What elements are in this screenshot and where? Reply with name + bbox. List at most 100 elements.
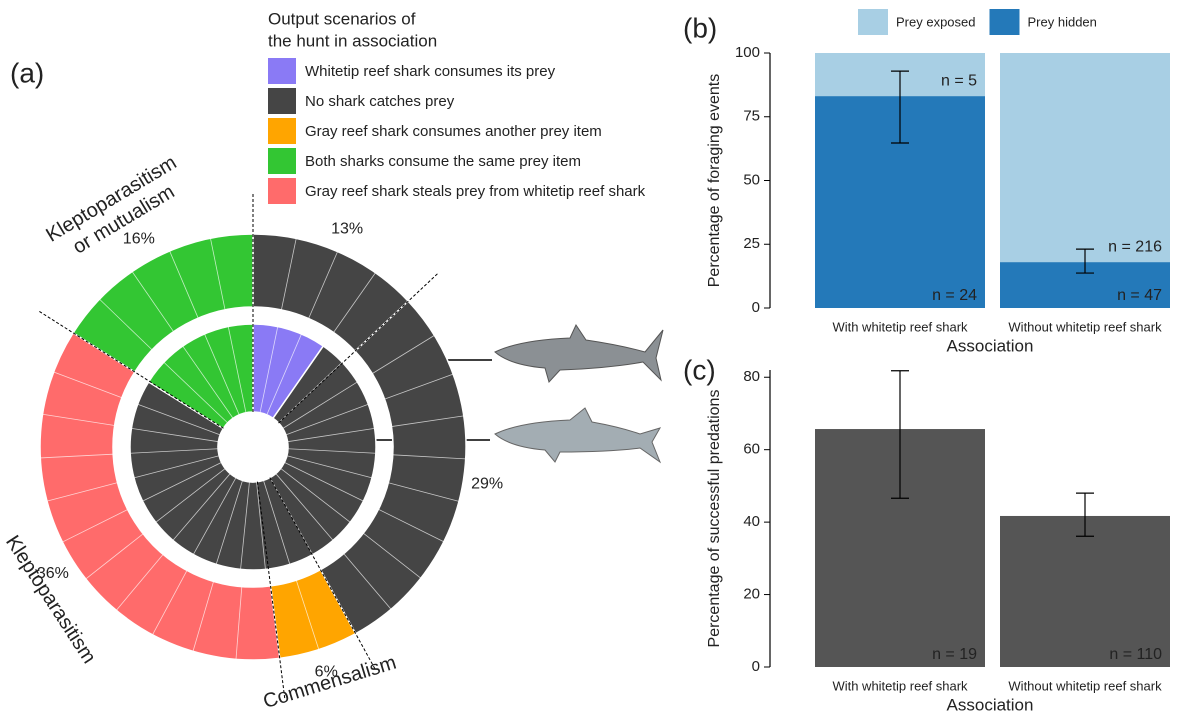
event-divider [280, 238, 297, 310]
panel-label: (a) [10, 57, 44, 88]
event-divider [172, 473, 231, 541]
boundary-line [256, 481, 286, 701]
bar [1000, 515, 1170, 667]
event-divider [266, 333, 302, 415]
event-divider [182, 345, 234, 419]
legend-label: No shark catches prey [305, 93, 455, 110]
event-divider [215, 480, 243, 565]
y-tick-label: 100 [735, 44, 760, 61]
x-tick-label: Without whitetip reef shark [1008, 678, 1162, 693]
event-divider [169, 250, 199, 319]
event-divider [256, 481, 266, 570]
percent-label: 36% [37, 565, 69, 582]
legend-label: Both sharks consume the same prey item [305, 153, 581, 170]
legend-swatch [858, 9, 888, 35]
event-divider [131, 427, 219, 443]
event-divider [235, 586, 243, 660]
y-tick-label: 0 [752, 658, 760, 675]
x-axis-label: Association [947, 336, 1034, 355]
event-divider [46, 482, 118, 502]
y-tick-label: 20 [743, 586, 760, 603]
event-divider [192, 477, 237, 555]
n-label: n = 24 [932, 287, 977, 304]
ring-slice [147, 323, 254, 430]
event-divider [192, 581, 214, 652]
event-divider [384, 373, 454, 400]
n-label: n = 110 [1109, 646, 1162, 663]
legend-label: Prey exposed [896, 14, 976, 29]
percent-label: 13% [331, 221, 363, 238]
event-divider [282, 381, 358, 429]
y-tick-label: 60 [743, 441, 760, 458]
event-divider [343, 553, 392, 610]
event-divider [62, 509, 128, 543]
event-divider [99, 298, 153, 351]
panel-label: (b) [683, 12, 717, 43]
event-divider [378, 508, 444, 543]
legend-label: Gray reef shark consumes another prey it… [305, 123, 602, 140]
boundary-line [278, 272, 440, 424]
ring-slice [39, 331, 281, 661]
event-divider [137, 403, 221, 436]
event-divider [259, 326, 279, 413]
event-divider [263, 480, 291, 565]
event-divider [142, 462, 222, 502]
percent-label: 6% [315, 664, 338, 681]
event-divider [204, 333, 240, 415]
n-label: n = 19 [932, 646, 977, 663]
boundary-line [37, 309, 224, 429]
legend-title: Output scenarios of [268, 9, 416, 28]
event-divider [131, 271, 174, 332]
event-divider [115, 554, 164, 611]
event-divider [210, 238, 226, 310]
event-divider [372, 335, 435, 374]
y-tick-label: 75 [743, 108, 760, 125]
event-divider [53, 371, 123, 399]
panel-label: (c) [683, 354, 716, 385]
x-tick-label: With whitetip reef shark [832, 319, 968, 334]
event-divider [163, 361, 228, 424]
percent-label: 29% [471, 475, 503, 492]
event-divider [240, 481, 250, 570]
event-divider [295, 580, 320, 650]
percent-label: 16% [123, 231, 155, 248]
shark-illustration [494, 323, 664, 383]
event-divider [285, 403, 369, 436]
error-bar [891, 370, 909, 499]
x-axis-label: Association [947, 695, 1034, 714]
y-tick-label: 25 [743, 235, 760, 252]
legend-swatch [268, 58, 296, 84]
x-tick-label: Without whitetip reef shark [1008, 319, 1162, 334]
event-divider [269, 477, 314, 555]
ring-slice [319, 300, 467, 635]
event-divider [42, 413, 115, 426]
x-tick-label: With whitetip reef shark [832, 678, 968, 693]
event-divider [363, 532, 422, 579]
legend-label: Whitetip reef shark consumes its prey [305, 63, 556, 80]
event-divider [133, 455, 220, 479]
n-label: n = 216 [1108, 238, 1162, 255]
event-divider [388, 482, 460, 502]
y-tick-label: 0 [752, 299, 760, 316]
event-divider [287, 448, 376, 454]
n-label: n = 47 [1117, 287, 1162, 304]
annotation: Commensalism [261, 652, 399, 713]
event-divider [286, 455, 373, 479]
event-divider [308, 251, 338, 319]
event-divider [391, 415, 464, 427]
legend-swatch [268, 118, 296, 144]
event-divider [130, 448, 219, 454]
event-divider [287, 427, 375, 443]
event-divider [40, 453, 114, 459]
error-bar [1076, 248, 1094, 274]
legend-swatch [989, 9, 1020, 35]
ring-slice [129, 345, 377, 571]
legend-label: Gray reef shark steals prey from whiteti… [305, 183, 646, 200]
y-tick-label: 40 [743, 513, 760, 530]
event-divider [280, 468, 351, 523]
event-divider [333, 272, 376, 333]
boundary-line [269, 477, 377, 671]
event-divider [155, 468, 226, 523]
shark-illustration [494, 407, 662, 464]
